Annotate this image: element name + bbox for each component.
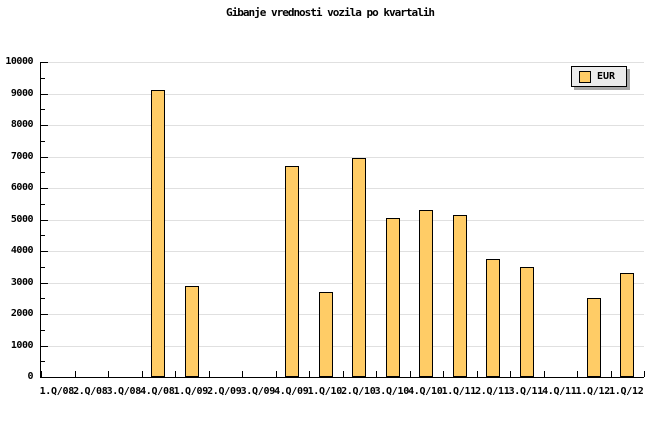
bar bbox=[285, 166, 299, 377]
y-axis-minor-tick bbox=[41, 329, 45, 331]
x-axis-tick-label: 1.Q/12 bbox=[609, 386, 644, 397]
x-axis-tick-label: 2.Q/08 bbox=[73, 386, 108, 397]
y-axis-tick-label: 0 bbox=[27, 371, 33, 382]
x-axis-tick-label: 1.Q/08 bbox=[39, 386, 75, 397]
y-axis-major-tick bbox=[41, 156, 48, 158]
x-axis-tick-label: 2.Q/11 bbox=[475, 386, 510, 397]
y-axis-tick-label: 10000 bbox=[5, 56, 33, 67]
legend: EUR bbox=[571, 66, 627, 87]
x-axis-tick bbox=[644, 371, 645, 377]
bar bbox=[453, 215, 467, 377]
y-axis-major-tick bbox=[41, 251, 48, 252]
x-axis-tick-label: 4.Q/10 bbox=[408, 386, 443, 397]
gridline bbox=[41, 188, 644, 189]
bar bbox=[520, 267, 534, 377]
x-axis-tick bbox=[410, 371, 411, 377]
x-axis-tick bbox=[276, 371, 277, 377]
x-axis-tick bbox=[577, 371, 578, 377]
y-axis-tick-label: 3000 bbox=[10, 276, 34, 288]
x-axis-tick-label: 1.Q/10 bbox=[307, 386, 343, 397]
y-axis-tick-label: 9000 bbox=[10, 87, 34, 99]
gridline bbox=[41, 156, 644, 158]
bar bbox=[185, 286, 199, 377]
gridline bbox=[41, 251, 644, 252]
x-axis-tick bbox=[41, 371, 42, 377]
x-axis-tick-label: 3.Q/11 bbox=[508, 386, 544, 397]
y-axis-minor-tick bbox=[41, 140, 45, 142]
x-axis-tick bbox=[142, 371, 143, 377]
legend-label: EUR bbox=[597, 70, 616, 82]
bar bbox=[587, 298, 601, 377]
y-axis-major-tick bbox=[41, 345, 48, 347]
x-axis-tick-label: 1.Q/09 bbox=[173, 386, 209, 397]
gridline bbox=[41, 345, 644, 347]
y-axis-major-tick bbox=[41, 188, 48, 189]
x-axis-tick-label: 4.Q/09 bbox=[274, 386, 309, 397]
x-axis-tick bbox=[209, 371, 210, 377]
x-axis-tick bbox=[544, 371, 545, 377]
y-axis-minor-tick bbox=[41, 109, 45, 111]
x-axis-tick bbox=[242, 371, 243, 377]
x-axis-tick-label: 2.Q/10 bbox=[341, 386, 376, 397]
x-axis-tick-label: 3.Q/08 bbox=[106, 386, 142, 397]
y-axis-minor-tick bbox=[41, 77, 45, 79]
gridline bbox=[41, 62, 644, 63]
y-axis-minor-tick bbox=[41, 361, 45, 363]
gridline bbox=[41, 282, 644, 284]
x-axis-tick bbox=[343, 371, 344, 377]
bar bbox=[386, 218, 400, 377]
y-axis-tick-label: 7000 bbox=[10, 150, 34, 162]
legend-color-swatch bbox=[579, 70, 591, 83]
y-axis-major-tick bbox=[41, 93, 48, 95]
bar bbox=[620, 273, 634, 377]
gridline bbox=[41, 314, 644, 315]
y-axis-minor-tick bbox=[41, 235, 45, 237]
bar bbox=[151, 90, 165, 377]
x-axis-tick-label: 3.Q/09 bbox=[240, 386, 276, 397]
y-axis-major-tick bbox=[41, 62, 48, 63]
y-axis-tick-label: 5000 bbox=[10, 213, 34, 225]
y-axis-tick-label: 1000 bbox=[10, 339, 34, 351]
x-axis-tick bbox=[611, 371, 612, 377]
x-axis-tick-label: 1.Q/11 bbox=[441, 386, 477, 397]
y-axis-tick-label: 6000 bbox=[10, 182, 34, 193]
x-axis-tick bbox=[175, 371, 176, 377]
y-axis-tick-label: 4000 bbox=[10, 245, 34, 256]
x-axis-tick-label: 2.Q/09 bbox=[207, 386, 242, 397]
bar bbox=[419, 210, 433, 377]
chart-title: Gibanje vrednosti vozila po kvartalih bbox=[225, 6, 435, 19]
y-axis-major-tick bbox=[41, 125, 48, 126]
bar bbox=[319, 292, 333, 377]
y-axis-major-tick bbox=[41, 282, 48, 284]
gridline bbox=[41, 219, 644, 221]
x-axis-tick-label: 4.Q/08 bbox=[140, 386, 175, 397]
y-axis-minor-tick bbox=[41, 172, 45, 174]
y-axis-minor-tick bbox=[41, 203, 45, 205]
bar bbox=[352, 158, 366, 377]
y-axis-tick-label: 8000 bbox=[10, 119, 34, 130]
x-axis-tick-label: 4.Q/11 bbox=[542, 386, 577, 397]
bar bbox=[486, 259, 500, 377]
x-axis-tick-label: 3.Q/10 bbox=[374, 386, 410, 397]
gridline bbox=[41, 93, 644, 95]
y-axis-major-tick bbox=[41, 219, 48, 221]
gridline bbox=[41, 125, 644, 126]
x-axis-tick bbox=[75, 371, 76, 377]
y-axis-tick-label: 2000 bbox=[10, 308, 34, 319]
x-axis-tick bbox=[443, 371, 444, 377]
y-axis-minor-tick bbox=[41, 266, 45, 268]
y-axis-major-tick bbox=[41, 314, 48, 315]
y-axis-minor-tick bbox=[41, 298, 45, 300]
x-axis-tick bbox=[477, 371, 478, 377]
x-axis-tick bbox=[510, 371, 511, 377]
plot-area bbox=[40, 62, 645, 378]
x-axis-tick bbox=[108, 371, 109, 377]
x-axis-tick-label: 1.Q/12 bbox=[575, 386, 611, 397]
x-axis-tick bbox=[376, 371, 377, 377]
x-axis-tick bbox=[309, 371, 310, 377]
